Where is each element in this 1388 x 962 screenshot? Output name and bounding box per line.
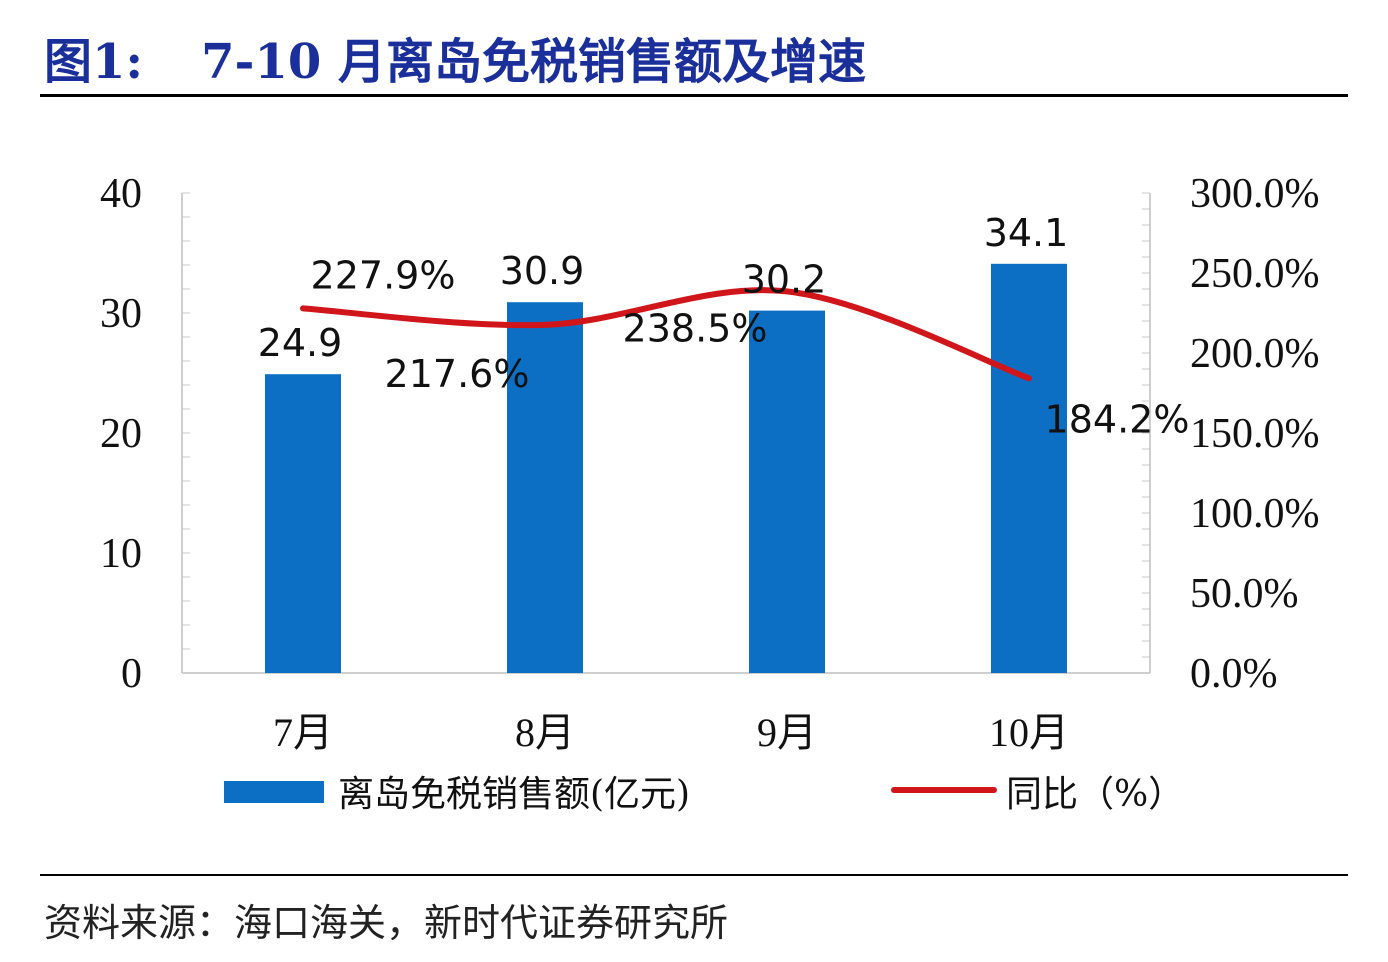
- legend: 离岛免税销售额(亿元) 同比（%）: [224, 774, 1184, 815]
- y-right-tick-label: 200.0%: [1190, 331, 1320, 377]
- legend-line-label: 同比（%）: [1006, 774, 1184, 815]
- title-text: 7-10 月离岛免税销售额及增速: [201, 34, 866, 90]
- chart-title: 图1: 7-10 月离岛免税销售额及增速: [44, 22, 866, 92]
- line-value-label: 217.6%: [385, 352, 530, 396]
- y-right-tick-label: 150.0%: [1190, 411, 1320, 457]
- bar: [507, 302, 583, 673]
- data-labels: 24.9 30.9 30.2 34.1 227.9% 217.6% 238.5% 184.2%: [258, 211, 1190, 441]
- legend-bar-label: 离岛免税销售额(亿元): [338, 774, 690, 815]
- line-value-label: 227.9%: [311, 253, 456, 297]
- x-tick-label: 8月: [515, 710, 575, 755]
- y-left-tick-label: 0: [121, 651, 142, 697]
- source-divider: [40, 874, 1348, 876]
- legend-bar-swatch: [224, 781, 324, 803]
- y-right-tick-label: 250.0%: [1190, 251, 1320, 297]
- bar-value-label: 34.1: [984, 211, 1069, 255]
- bar-series: [265, 263, 1067, 673]
- title-divider: [40, 94, 1348, 97]
- y-right-tick-label: 50.0%: [1190, 571, 1299, 617]
- line-value-label: 238.5%: [623, 306, 768, 350]
- bar-value-label: 24.9: [258, 321, 343, 365]
- bar-value-label: 30.9: [500, 249, 585, 293]
- x-tick-label: 7月: [273, 710, 333, 755]
- yoy-line: [300, 287, 1032, 382]
- line-value-label: 184.2%: [1045, 397, 1190, 441]
- line-series: [300, 287, 1032, 382]
- source-note: 资料来源：海口海关，新时代证券研究所: [44, 901, 729, 945]
- y-right-tick-label: 300.0%: [1190, 171, 1320, 217]
- x-tick-label: 9月: [757, 710, 817, 755]
- chart: 0 10 20 30 40 0.0% 50.0% 100.0% 150.0% 200.0% 250.…: [100, 171, 1320, 815]
- x-tick-label: 10月: [989, 710, 1069, 755]
- bar-value-label: 30.2: [742, 258, 827, 302]
- y-left-tick-label: 20: [100, 411, 142, 457]
- bar: [265, 374, 341, 673]
- y-left-tick-label: 30: [100, 291, 142, 337]
- y-right-tick-label: 100.0%: [1190, 491, 1320, 537]
- bar: [991, 263, 1067, 673]
- chart-axes: 0 10 20 30 40 0.0% 50.0% 100.0% 150.0% 200.0% 250.…: [100, 171, 1320, 755]
- y-right-tick-label: 0.0%: [1190, 651, 1278, 697]
- figure-label: 图1:: [44, 34, 144, 90]
- y-left-tick-label: 10: [100, 531, 142, 577]
- y-left-tick-label: 40: [100, 171, 142, 217]
- bar: [749, 310, 825, 673]
